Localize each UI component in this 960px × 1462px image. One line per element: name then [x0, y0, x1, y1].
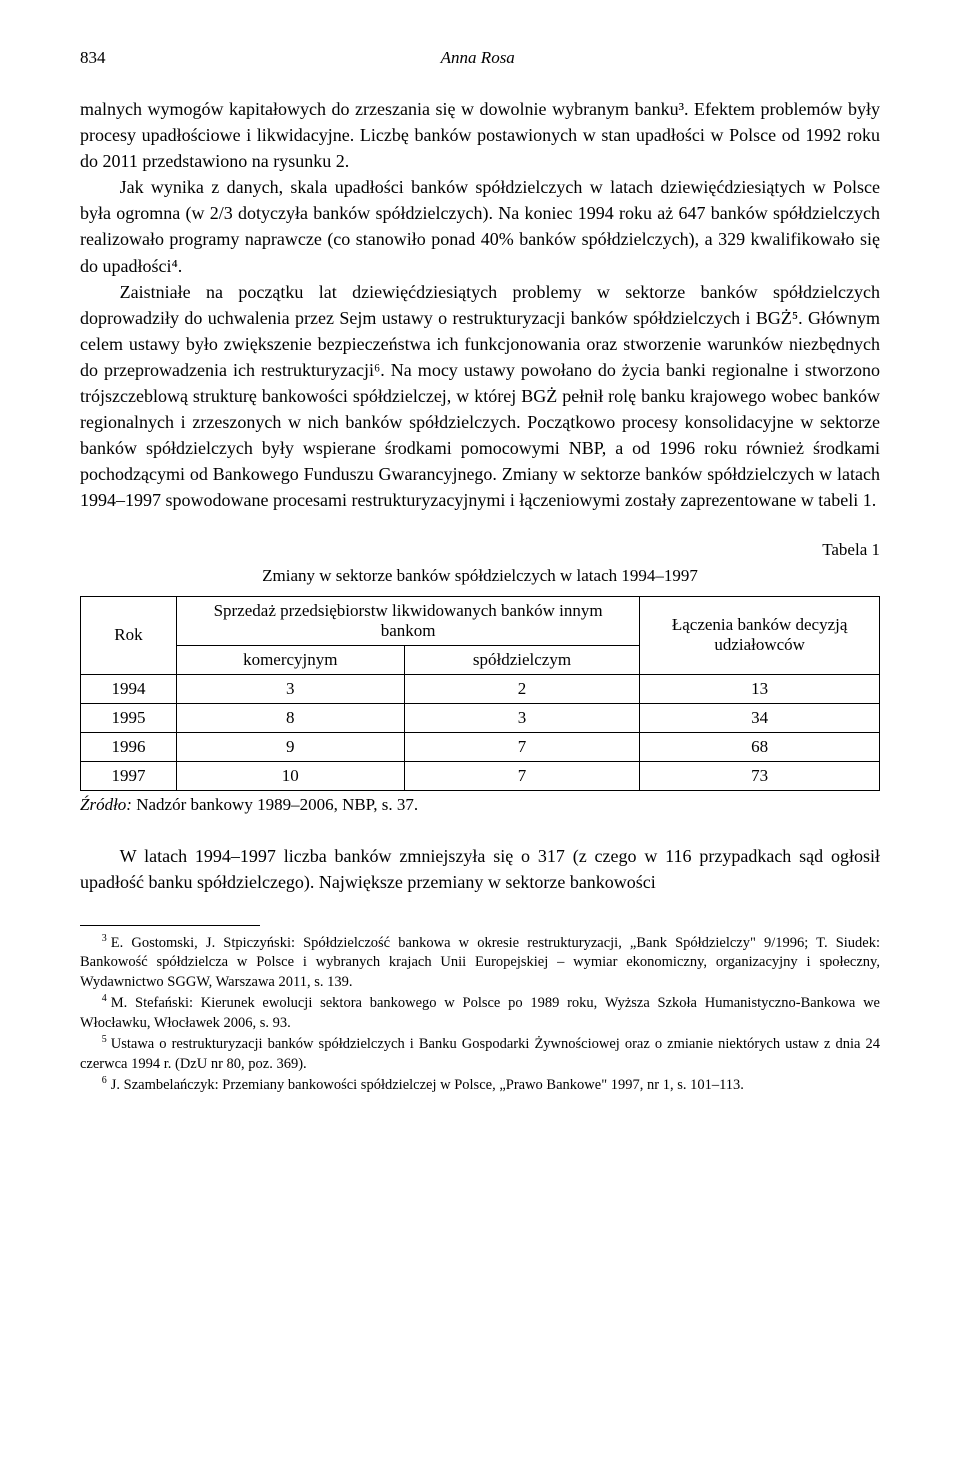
cell: 73: [640, 761, 880, 790]
header-spacer: [850, 48, 880, 68]
footnote-6: 6 J. Szambelańczyk: Przemiany bankowości …: [80, 1074, 880, 1095]
table-source: Źródło: Nadzór bankowy 1989–2006, NBP, s…: [80, 795, 880, 815]
table-row: 1997 10 7 73: [81, 761, 880, 790]
table-row: 1996 9 7 68: [81, 732, 880, 761]
footnote-text: Ustawa o restrukturyzacji banków spółdzi…: [80, 1036, 880, 1072]
body-text-2: W latach 1994–1997 liczba banków zmniejs…: [80, 843, 880, 895]
footnote-rule: [80, 925, 260, 926]
cell: 34: [640, 703, 880, 732]
footnote-5: 5Ustawa o restrukturyzacji banków spółdz…: [80, 1033, 880, 1074]
paragraph-1: malnych wymogów kapitałowych do zrzeszan…: [80, 96, 880, 174]
table-title: Zmiany w sektorze banków spółdzielczych …: [80, 566, 880, 586]
footnote-4: 4M. Stefański: Kierunek ewolucji sektora…: [80, 992, 880, 1033]
cell: 1995: [81, 703, 177, 732]
table-row: 1994 3 2 13: [81, 674, 880, 703]
footnote-text: E. Gostomski, J. Stpiczyński: Spółdzielc…: [80, 935, 880, 990]
cell: 1997: [81, 761, 177, 790]
body-text: malnych wymogów kapitałowych do zrzeszan…: [80, 96, 880, 514]
cell: 68: [640, 732, 880, 761]
col-komercyjnym: komercyjnym: [176, 645, 404, 674]
page-number: 834: [80, 48, 106, 68]
table-caption-label: Tabela 1: [80, 540, 880, 560]
cell: 3: [404, 703, 640, 732]
cell: 3: [176, 674, 404, 703]
table-row: 1995 8 3 34: [81, 703, 880, 732]
data-table: Rok Sprzedaż przedsiębiorstw likwidowany…: [80, 596, 880, 791]
footnote-num: 3: [102, 933, 107, 944]
page: 834 Anna Rosa malnych wymogów kapitałowy…: [0, 0, 960, 1156]
paragraph-4: W latach 1994–1997 liczba banków zmniejs…: [80, 843, 880, 895]
cell: 7: [404, 761, 640, 790]
footnote-text: J. Szambelańczyk: Przemiany bankowości s…: [111, 1077, 744, 1093]
cell: 2: [404, 674, 640, 703]
cell: 1996: [81, 732, 177, 761]
cell: 13: [640, 674, 880, 703]
source-label: Źródło:: [80, 795, 132, 814]
footnotes: 3E. Gostomski, J. Stpiczyński: Spółdziel…: [80, 932, 880, 1096]
cell: 1994: [81, 674, 177, 703]
cell: 8: [176, 703, 404, 732]
footnote-3: 3E. Gostomski, J. Stpiczyński: Spółdziel…: [80, 932, 880, 993]
footnote-text: M. Stefański: Kierunek ewolucji sektora …: [80, 995, 880, 1031]
page-header: 834 Anna Rosa: [80, 48, 880, 68]
col-group: Sprzedaż przedsiębiorstw likwidowanych b…: [176, 596, 639, 645]
cell: 10: [176, 761, 404, 790]
paragraph-3: Zaistniałe na początku lat dziewięćdzies…: [80, 279, 880, 514]
footnote-num: 6: [102, 1075, 107, 1086]
col-spoldzielczym: spółdzielczym: [404, 645, 640, 674]
col-laczenia: Łączenia banków decyzją udziałowców: [640, 596, 880, 674]
cell: 9: [176, 732, 404, 761]
table-header-row-1: Rok Sprzedaż przedsiębiorstw likwidowany…: [81, 596, 880, 645]
footnote-num: 4: [102, 993, 107, 1004]
source-text: Nadzór bankowy 1989–2006, NBP, s. 37.: [132, 795, 418, 814]
col-rok: Rok: [81, 596, 177, 674]
cell: 7: [404, 732, 640, 761]
header-author: Anna Rosa: [106, 48, 851, 68]
paragraph-2: Jak wynika z danych, skala upadłości ban…: [80, 174, 880, 278]
footnote-num: 5: [102, 1034, 107, 1045]
